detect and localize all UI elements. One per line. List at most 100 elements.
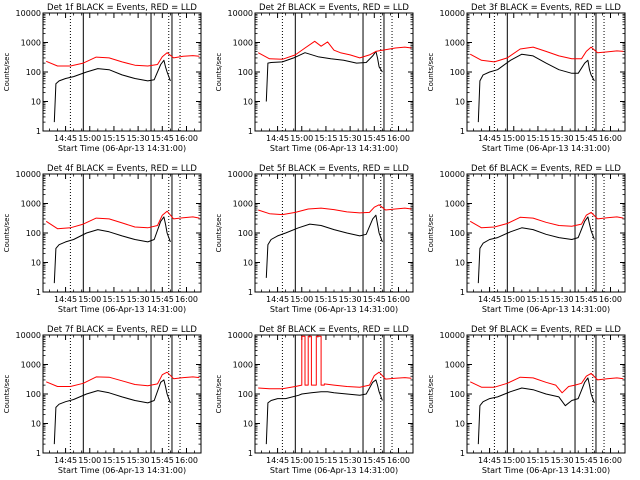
panel-title: Det 8f BLACK = Events, RED = LLD	[259, 325, 409, 335]
x-tick-label: 16:00	[599, 295, 622, 304]
y-axis-label: Counts/sec	[3, 375, 11, 414]
x-tick-label: 15:00	[78, 456, 101, 465]
lld-series-line	[469, 46, 624, 63]
lld-series-line	[257, 40, 412, 60]
x-tick-label: 15:30	[339, 134, 362, 143]
x-tick-label: 16:00	[599, 134, 622, 143]
plot-frame	[466, 173, 626, 293]
y-tick-label: 1	[460, 288, 465, 297]
y-tick-label: 10	[31, 259, 41, 268]
panel-title: Det 7f BLACK = Events, RED = LLD	[47, 325, 197, 335]
plot-frame	[42, 334, 202, 454]
panel-title: Det 3f BLACK = Events, RED = LLD	[471, 3, 621, 13]
y-tick-label: 10	[455, 420, 465, 429]
y-axis-label: Counts/sec	[215, 53, 223, 92]
events-series-line	[53, 379, 171, 445]
detector-panel: Det 7f BLACK = Events, RED = LLD Start Ti…	[3, 325, 202, 475]
x-tick-label: 15:00	[290, 295, 313, 304]
events-series-line	[53, 216, 171, 284]
x-tick-label: 15:45	[363, 456, 386, 465]
detector-panel: Det 9f BLACK = Events, RED = LLD Start Ti…	[427, 325, 626, 475]
x-tick-label: 16:00	[387, 295, 410, 304]
y-tick-label: 10000	[228, 170, 253, 179]
x-tick-label: 16:00	[599, 456, 622, 465]
lld-series-line	[469, 211, 624, 229]
x-tick-label: 15:30	[339, 295, 362, 304]
plot-frame	[254, 173, 414, 293]
x-tick-label: 14:45	[54, 295, 77, 304]
events-series-line	[53, 59, 171, 123]
x-axis-label: Start Time (06-Apr-13 14:31:00)	[482, 144, 610, 153]
y-tick-label: 10000	[16, 331, 41, 340]
x-tick-label: 15:15	[526, 295, 549, 304]
y-tick-label: 1	[248, 127, 253, 136]
detector-panel: Det 3f BLACK = Events, RED = LLD Start Ti…	[427, 3, 626, 153]
x-tick-label: 15:45	[363, 295, 386, 304]
y-tick-label: 10	[455, 259, 465, 268]
y-tick-label: 10000	[16, 9, 41, 18]
detector-panel: Det 4f BLACK = Events, RED = LLD Start Ti…	[3, 164, 202, 314]
x-tick-label: 15:15	[102, 134, 125, 143]
panel-title: Det 6f BLACK = Events, RED = LLD	[471, 164, 621, 174]
panel-title: Det 4f BLACK = Events, RED = LLD	[47, 164, 197, 174]
y-axis-label: Counts/sec	[215, 214, 223, 253]
x-tick-label: 15:45	[575, 134, 598, 143]
y-tick-label: 1	[248, 288, 253, 297]
y-axis-label: Counts/sec	[427, 214, 435, 253]
panel-title: Det 2f BLACK = Events, RED = LLD	[259, 3, 409, 13]
x-tick-label: 15:30	[127, 295, 150, 304]
y-tick-label: 100	[26, 390, 41, 399]
y-tick-label: 1000	[233, 200, 253, 209]
y-tick-label: 1	[36, 288, 41, 297]
x-axis-label: Start Time (06-Apr-13 14:31:00)	[58, 466, 186, 475]
y-axis-label: Counts/sec	[215, 375, 223, 414]
y-tick-label: 100	[238, 229, 253, 238]
x-tick-label: 15:30	[127, 134, 150, 143]
detector-panel: Det 8f BLACK = Events, RED = LLD Start Ti…	[215, 325, 414, 475]
x-tick-label: 15:45	[151, 134, 174, 143]
y-tick-label: 1000	[445, 200, 465, 209]
y-tick-label: 1	[460, 449, 465, 458]
y-tick-label: 100	[238, 68, 253, 77]
x-tick-label: 14:45	[478, 456, 501, 465]
y-axis-label: Counts/sec	[427, 375, 435, 414]
y-tick-label: 100	[450, 68, 465, 77]
detector-panel: Det 6f BLACK = Events, RED = LLD Start Ti…	[427, 164, 626, 314]
x-tick-label: 15:30	[339, 456, 362, 465]
x-tick-label: 15:15	[314, 456, 337, 465]
y-tick-label: 10000	[228, 9, 253, 18]
x-tick-label: 15:15	[526, 456, 549, 465]
x-axis-label: Start Time (06-Apr-13 14:31:00)	[482, 466, 610, 475]
detector-panel: Det 1f BLACK = Events, RED = LLD Start Ti…	[3, 3, 202, 153]
y-tick-label: 1	[248, 449, 253, 458]
y-axis-label: Counts/sec	[3, 53, 11, 92]
x-axis-label: Start Time (06-Apr-13 14:31:00)	[58, 305, 186, 314]
x-tick-label: 15:15	[526, 134, 549, 143]
x-tick-label: 15:30	[551, 134, 574, 143]
y-tick-label: 100	[450, 390, 465, 399]
y-tick-label: 10000	[228, 331, 253, 340]
plot-frame	[42, 12, 202, 132]
y-axis-label: Counts/sec	[3, 214, 11, 253]
y-tick-label: 100	[450, 229, 465, 238]
x-tick-label: 15:30	[127, 456, 150, 465]
x-tick-label: 16:00	[175, 295, 198, 304]
y-tick-label: 1000	[233, 361, 253, 370]
x-tick-label: 15:00	[502, 134, 525, 143]
plot-frame	[42, 173, 202, 293]
x-axis-label: Start Time (06-Apr-13 14:31:00)	[58, 144, 186, 153]
x-tick-label: 15:00	[78, 295, 101, 304]
x-tick-label: 15:00	[290, 456, 313, 465]
detector-panel: Det 2f BLACK = Events, RED = LLD Start Ti…	[215, 3, 414, 153]
x-tick-label: 16:00	[175, 456, 198, 465]
y-tick-label: 1	[460, 127, 465, 136]
y-tick-label: 10	[243, 259, 253, 268]
lld-series-line	[45, 210, 200, 230]
y-tick-label: 1000	[445, 39, 465, 48]
plot-frame	[466, 12, 626, 132]
y-tick-label: 100	[26, 229, 41, 238]
y-tick-label: 100	[238, 390, 253, 399]
y-tick-label: 1000	[21, 361, 41, 370]
plot-frame	[466, 334, 626, 454]
x-tick-label: 14:45	[54, 456, 77, 465]
